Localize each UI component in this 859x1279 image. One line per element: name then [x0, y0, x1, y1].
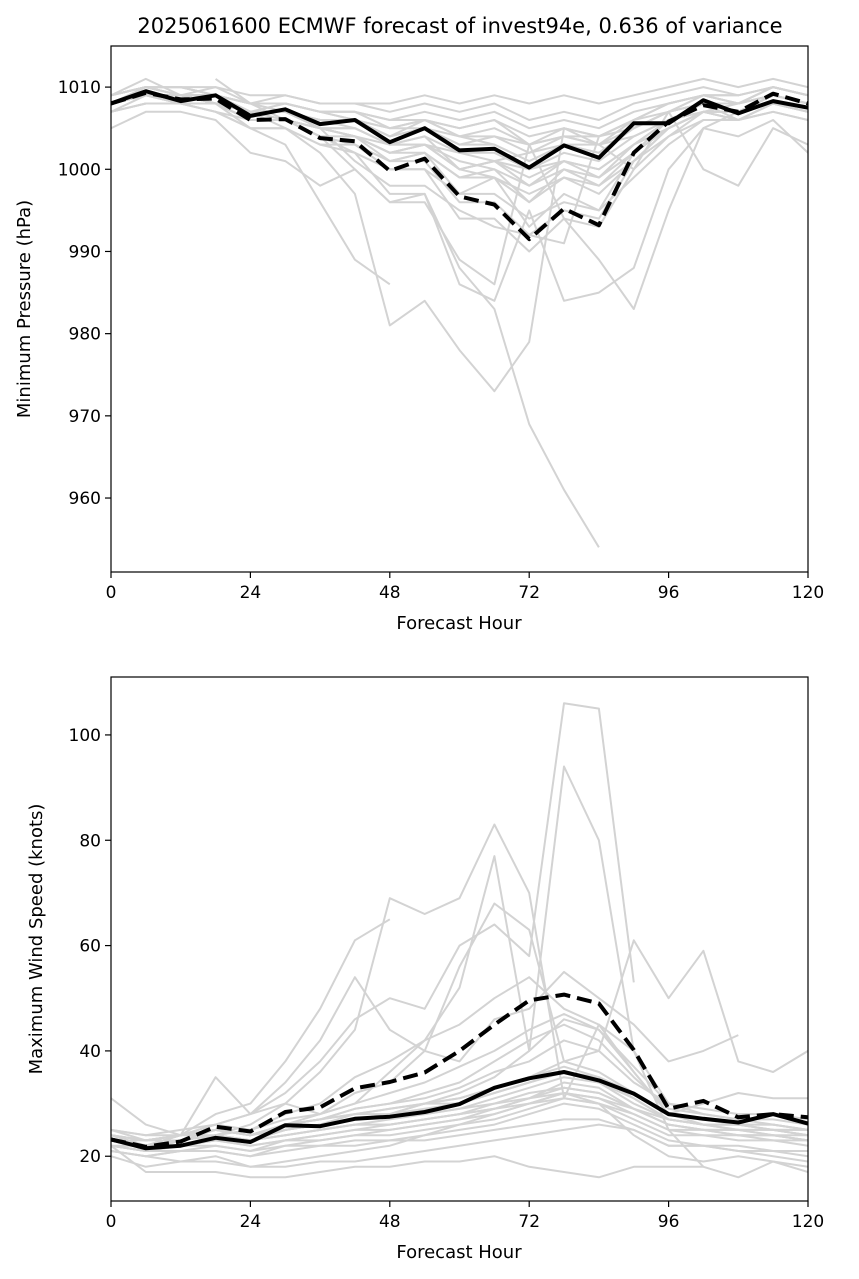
pressure-series-ensemble-17	[111, 77, 808, 105]
wind-series-layer	[111, 702, 808, 1179]
pressure-x-axis-label: Forecast Hour	[396, 613, 522, 634]
pressure-y-tick-label: 1010	[58, 78, 101, 98]
pressure-y-tick-label: 970	[69, 407, 101, 427]
wind-x-tick-label: 48	[379, 1212, 401, 1232]
pressure-series-ensemble-24	[111, 102, 808, 220]
pressure-x-tick-label: 48	[379, 583, 401, 603]
pressure-series-dashed-1	[111, 90, 808, 242]
wind-series-ensemble-28	[111, 1086, 808, 1147]
pressure-x-tick-label: 96	[658, 583, 680, 603]
wind-y-tick-label: 40	[79, 1042, 101, 1062]
wind-panel: 0 24 48 72 96 120 20 40 60 80 100 Forecast Hour M…	[26, 676, 824, 1263]
pressure-series-ensemble-6	[111, 110, 808, 310]
wind-y-axis-label: Maximum Wind Speed (knots)	[26, 804, 47, 1075]
pressure-x-tick-label: 72	[518, 583, 540, 603]
wind-x-tick-label: 0	[106, 1212, 117, 1232]
pressure-x-tick-label: 0	[106, 583, 117, 603]
wind-x-axis: 0 24 48 72 96 120	[106, 1201, 824, 1232]
pressure-panel: 2025061600 ECMWF forecast of invest94e, …	[14, 14, 824, 634]
wind-series-ensemble-19	[111, 1097, 808, 1152]
wind-y-axis: 20 40 60 80 100	[69, 726, 111, 1167]
wind-series-dashed-1	[111, 992, 808, 1149]
wind-x-tick-label: 72	[518, 1212, 540, 1232]
wind-series-ensemble-10	[111, 1144, 808, 1179]
wind-y-tick-label: 60	[79, 937, 101, 957]
wind-series-solid-0	[111, 1070, 808, 1151]
pressure-y-axis: 960 970 980 990 1000 1010	[58, 78, 111, 509]
pressure-series-layer	[111, 77, 808, 548]
wind-series-ensemble-24	[111, 1118, 808, 1158]
pressure-series-ensemble-29	[111, 86, 808, 146]
wind-x-axis-label: Forecast Hour	[396, 1242, 522, 1263]
pressure-x-tick-label: 24	[240, 583, 262, 603]
chart-title: 2025061600 ECMWF forecast of invest94e, …	[137, 14, 782, 38]
pressure-series-ensemble-30	[111, 102, 808, 171]
pressure-x-axis: 0 24 48 72 96 120	[106, 572, 824, 603]
wind-plot-frame	[110, 676, 809, 1202]
wind-series-ensemble-5	[111, 702, 635, 1142]
wind-y-tick-label: 80	[79, 831, 101, 851]
pressure-y-tick-label: 1000	[58, 160, 101, 180]
pressure-plot-frame	[110, 45, 809, 573]
pressure-series-solid-0	[111, 89, 808, 170]
wind-x-tick-label: 24	[240, 1212, 262, 1232]
pressure-series-ensemble-10	[111, 86, 808, 121]
wind-y-tick-label: 20	[79, 1147, 101, 1167]
pressure-y-tick-label: 990	[69, 242, 101, 262]
wind-y-tick-label: 100	[69, 726, 101, 746]
pressure-x-tick-label: 120	[792, 583, 824, 603]
pressure-y-tick-label: 980	[69, 325, 101, 345]
wind-x-tick-label: 120	[792, 1212, 824, 1232]
pressure-y-tick-label: 960	[69, 489, 101, 509]
pressure-y-axis-label: Minimum Pressure (hPa)	[14, 200, 35, 418]
wind-x-tick-label: 96	[658, 1212, 680, 1232]
